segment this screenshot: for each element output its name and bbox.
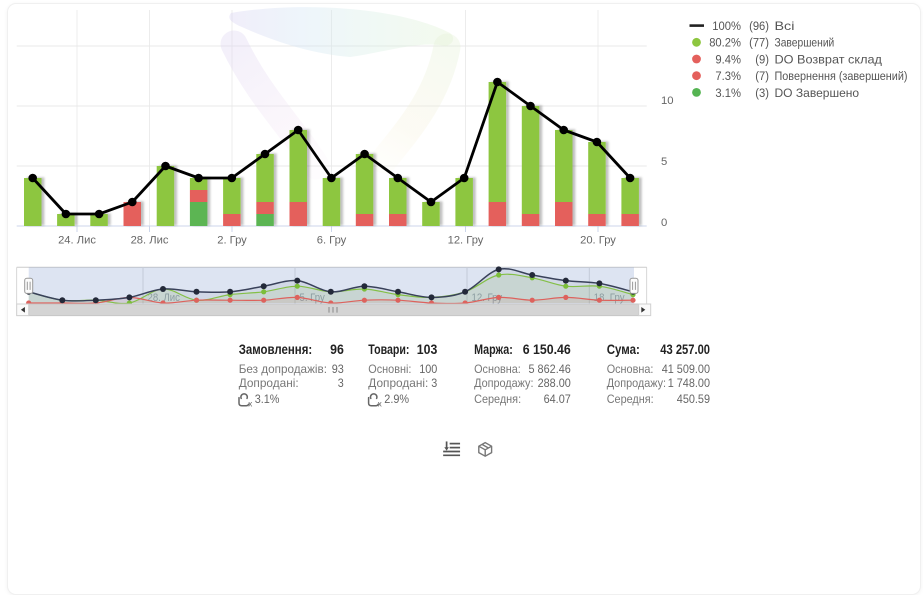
svg-text:Середня:: Середня: [474,392,521,406]
svg-text:(77): (77) [749,36,769,50]
svg-text:6 150.46: 6 150.46 [523,342,571,357]
svg-text:24. Лис: 24. Лис [58,235,96,247]
svg-text:(3): (3) [755,86,769,100]
svg-text:DO Возврат склад: DO Возврат склад [775,52,883,66]
svg-text:(9): (9) [755,52,769,66]
svg-text:Повернення (завершений): Повернення (завершений) [775,69,908,83]
svg-text:3: 3 [338,376,344,390]
svg-text:80.2%: 80.2% [709,36,741,50]
svg-text:Товари:: Товари: [368,342,409,357]
svg-text:(7): (7) [755,69,769,83]
svg-text:Основна:: Основна: [474,362,521,376]
svg-text:41 509.00: 41 509.00 [662,362,711,376]
svg-text:Допродажу:: Допродажу: [607,376,666,390]
svg-text:10: 10 [661,95,674,107]
svg-text:43 257.00: 43 257.00 [660,342,710,357]
svg-text:3: 3 [431,376,437,390]
svg-text:9.4%: 9.4% [715,52,741,66]
svg-text:7.3%: 7.3% [715,69,741,83]
svg-text:100%: 100% [712,19,741,33]
svg-text:Сума:: Сума: [607,342,640,357]
svg-text:DO Завершено: DO Завершено [775,86,860,100]
svg-text:28. Лис: 28. Лис [148,292,181,304]
svg-text:Допродані:: Допродані: [368,376,428,390]
svg-text:Основні:: Основні: [368,362,411,376]
svg-text:93: 93 [332,362,344,376]
svg-text:103: 103 [417,342,438,357]
svg-text:6. Гру: 6. Гру [317,235,347,247]
svg-text:450.59: 450.59 [677,392,710,406]
svg-text:(96): (96) [749,19,769,33]
svg-text:Основна:: Основна: [607,362,654,376]
svg-text:3.1%: 3.1% [715,86,741,100]
svg-text:1 748.00: 1 748.00 [668,376,711,390]
svg-text:0: 0 [661,217,667,229]
svg-text:Замовлення:: Замовлення: [239,342,313,357]
svg-text:100: 100 [419,362,437,376]
svg-text:Допродажу:: Допродажу: [474,376,533,390]
svg-text:Завершений: Завершений [775,36,835,50]
svg-text:12. Гру: 12. Гру [448,235,484,247]
svg-text:20. Гру: 20. Гру [580,235,616,247]
svg-text:Середня:: Середня: [607,392,654,406]
svg-text:x: x [378,400,382,409]
svg-text:28. Лис: 28. Лис [131,235,169,247]
svg-text:288.00: 288.00 [538,376,571,390]
svg-text:64.07: 64.07 [544,392,571,406]
svg-text:x: x [248,400,252,409]
svg-text:5: 5 [661,156,667,168]
svg-text:Допродані:: Допродані: [239,376,299,390]
svg-text:Без допродажів:: Без допродажів: [239,362,327,376]
svg-text:Всі: Всі [775,19,795,33]
svg-text:96: 96 [330,342,344,357]
svg-text:Маржа:: Маржа: [474,342,513,357]
svg-text:3.1%: 3.1% [255,392,280,406]
svg-text:2.9%: 2.9% [384,392,409,406]
svg-text:2. Гру: 2. Гру [217,235,247,247]
svg-text:5 862.46: 5 862.46 [529,362,572,376]
